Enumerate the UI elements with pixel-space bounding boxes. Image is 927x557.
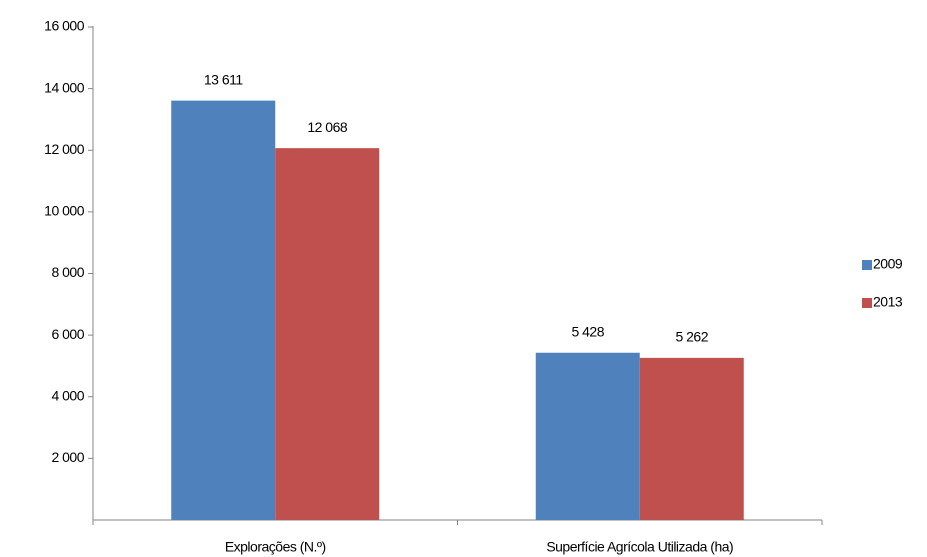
bar	[275, 148, 380, 520]
value-label: 12 068	[307, 119, 348, 135]
value-label: 13 611	[204, 71, 243, 87]
y-tick-label: 10 000	[44, 203, 85, 219]
legend-swatch	[862, 260, 872, 270]
y-tick-label: 4 000	[51, 387, 84, 403]
bar	[639, 357, 744, 520]
y-tick-label: 14 000	[44, 79, 85, 95]
y-tick-label: 16 000	[44, 18, 85, 34]
legend-label: 2013	[873, 294, 903, 310]
bar	[535, 352, 640, 520]
y-tick-label: 2 000	[51, 449, 84, 465]
x-tick-label: Superfície Agrícola Utilizada (ha)	[546, 539, 733, 555]
y-tick-label: 12 000	[44, 141, 85, 157]
y-tick-label: 8 000	[51, 264, 84, 280]
legend-label: 2009	[873, 256, 903, 272]
bar	[171, 100, 276, 521]
x-tick-label: Explorações (N.º)	[225, 539, 326, 555]
value-label: 5 262	[675, 329, 708, 345]
legend-swatch	[862, 298, 872, 308]
y-tick-label: 6 000	[51, 326, 84, 342]
value-label: 5 428	[571, 323, 604, 339]
